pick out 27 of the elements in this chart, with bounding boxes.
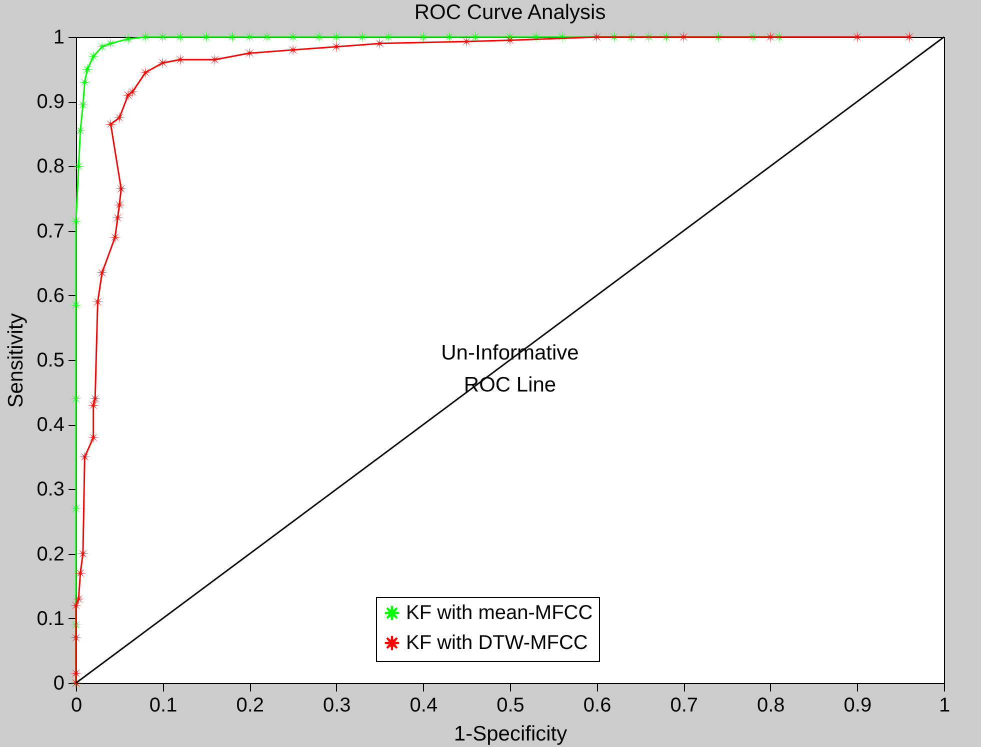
- x-tick-label: 0.5: [496, 694, 524, 716]
- y-tick-label: 0.7: [36, 220, 64, 242]
- y-tick-label: 0: [53, 672, 64, 694]
- x-tick-label: 0.2: [236, 694, 264, 716]
- y-tick-label: 0.3: [36, 478, 64, 501]
- y-tick-label: 0.2: [36, 543, 64, 566]
- x-tick-label: 0.8: [756, 694, 785, 716]
- y-tick-label: 0.1: [36, 608, 64, 630]
- x-axis-title: 1-Specificity: [454, 722, 568, 746]
- y-tick-label: 0.6: [36, 284, 64, 307]
- x-tick-label: 1: [938, 694, 950, 716]
- legend-label: KF with DTW-MFCC: [406, 632, 588, 654]
- legend-label: KF with mean-MFCC: [406, 602, 593, 624]
- y-tick-label: 0.8: [36, 156, 64, 178]
- x-tick-label: 0: [70, 694, 82, 716]
- x-tick-label: 0.4: [410, 694, 438, 716]
- y-tick-label: 0.5: [36, 350, 64, 372]
- x-tick-label: 0.1: [149, 694, 178, 716]
- x-tick-label: 0.9: [844, 694, 872, 716]
- x-tick-label: 0.6: [583, 694, 612, 716]
- y-tick-label: 0.4: [36, 414, 64, 436]
- y-axis-title: Sensitivity: [4, 312, 28, 408]
- y-tick-label: 0.9: [36, 91, 64, 114]
- y-tick-label: 1: [53, 26, 64, 48]
- chart-title: ROC Curve Analysis: [414, 1, 606, 24]
- x-tick-label: 0.3: [322, 694, 351, 716]
- x-tick-label: 0.7: [670, 694, 698, 716]
